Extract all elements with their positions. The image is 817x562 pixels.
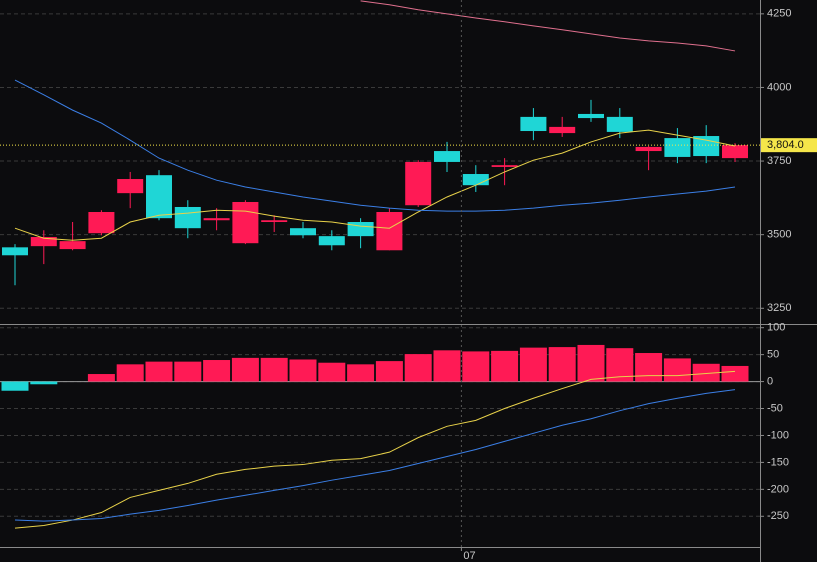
- histogram-bar: [203, 360, 231, 382]
- candle-body: [434, 151, 460, 162]
- candle-body: [59, 241, 86, 250]
- y-tick-label: -200: [767, 483, 789, 495]
- candle-body: [174, 206, 201, 229]
- candle-body: [520, 116, 547, 132]
- histogram-bar: [462, 351, 490, 382]
- histogram-bar: [577, 344, 605, 382]
- candle-body: [462, 174, 489, 186]
- y-tick-label: -150: [767, 456, 789, 468]
- indicator-line: [14, 389, 736, 522]
- histogram-bar: [145, 361, 173, 382]
- candle-body: [578, 113, 604, 119]
- candle-body: [635, 146, 662, 152]
- histogram-bar: [30, 381, 58, 385]
- indicator-line: [14, 370, 736, 529]
- histogram-bar: [318, 362, 346, 382]
- candle-body: [30, 237, 57, 247]
- indicator-line: [14, 129, 736, 241]
- y-tick-label: 50: [767, 349, 779, 361]
- candle-body: [203, 218, 230, 221]
- y-tick-label: -250: [767, 510, 789, 522]
- histogram-bar: [231, 357, 259, 382]
- histogram-bar: [87, 374, 115, 382]
- y-tick-label: -100: [767, 429, 789, 441]
- histogram-bar: [260, 357, 288, 382]
- candle-body: [117, 179, 144, 194]
- y-tick-label: 3750: [767, 155, 791, 167]
- histogram-bar: [692, 363, 720, 382]
- candle-body: [146, 175, 172, 219]
- histogram-bar: [548, 347, 576, 382]
- histogram-bar: [491, 350, 519, 382]
- y-tick-label: 3500: [767, 229, 791, 241]
- candle-body: [232, 201, 259, 244]
- histogram-bar: [174, 361, 202, 382]
- candle-body: [606, 116, 633, 132]
- indicator-line: [360, 0, 736, 52]
- candle-body: [318, 236, 345, 246]
- candle-body: [376, 211, 403, 251]
- histogram-bar: [635, 353, 663, 382]
- histogram-bar: [347, 364, 375, 382]
- candle-body: [722, 145, 748, 159]
- candle-body: [261, 220, 288, 223]
- candle-body: [347, 222, 374, 237]
- y-tick-label: 0: [767, 375, 773, 387]
- histogram-bar: [1, 381, 29, 391]
- histogram-bar: [116, 364, 144, 382]
- candle-body: [290, 228, 316, 236]
- indicator-line: [14, 79, 736, 212]
- last-price-box: [761, 138, 817, 153]
- histogram-bar: [519, 347, 547, 382]
- y-tick-label: 3250: [767, 302, 791, 314]
- y-tick-label: 4250: [767, 8, 791, 20]
- candle-body: [491, 165, 518, 167]
- histogram-bar: [433, 350, 461, 382]
- candle-body: [88, 211, 115, 234]
- histogram-bar: [721, 365, 749, 382]
- y-tick-label: 4000: [767, 81, 791, 93]
- histogram-bar: [375, 361, 403, 382]
- y-tick-label: -50: [767, 402, 783, 414]
- candle-body: [549, 126, 576, 134]
- candle-body: [664, 138, 691, 157]
- y-tick-label: 100: [767, 322, 785, 334]
- x-tick-label: 07: [463, 550, 475, 562]
- last-price-label: 3,804.0: [767, 139, 804, 151]
- candle-body: [2, 247, 28, 256]
- histogram-bar: [404, 354, 432, 382]
- histogram-bar: [663, 358, 691, 382]
- histogram-bar: [289, 359, 317, 382]
- candle-body: [405, 161, 432, 206]
